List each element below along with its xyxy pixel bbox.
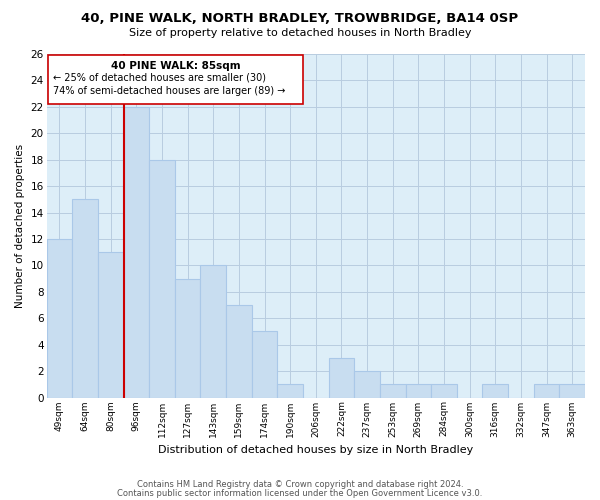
- Bar: [406, 384, 431, 398]
- Bar: [380, 384, 406, 398]
- Text: Size of property relative to detached houses in North Bradley: Size of property relative to detached ho…: [129, 28, 471, 38]
- Text: 40 PINE WALK: 85sqm: 40 PINE WALK: 85sqm: [110, 60, 240, 70]
- Y-axis label: Number of detached properties: Number of detached properties: [15, 144, 25, 308]
- Bar: [329, 358, 354, 398]
- Bar: [559, 384, 585, 398]
- Text: Contains public sector information licensed under the Open Government Licence v3: Contains public sector information licen…: [118, 488, 482, 498]
- Text: 74% of semi-detached houses are larger (89) →: 74% of semi-detached houses are larger (…: [53, 86, 286, 97]
- Bar: [482, 384, 508, 398]
- Bar: [534, 384, 559, 398]
- Bar: [277, 384, 303, 398]
- Text: 40, PINE WALK, NORTH BRADLEY, TROWBRIDGE, BA14 0SP: 40, PINE WALK, NORTH BRADLEY, TROWBRIDGE…: [82, 12, 518, 26]
- X-axis label: Distribution of detached houses by size in North Bradley: Distribution of detached houses by size …: [158, 445, 473, 455]
- Text: Contains HM Land Registry data © Crown copyright and database right 2024.: Contains HM Land Registry data © Crown c…: [137, 480, 463, 489]
- Text: ← 25% of detached houses are smaller (30): ← 25% of detached houses are smaller (30…: [53, 72, 266, 83]
- Bar: [200, 266, 226, 398]
- Bar: [175, 278, 200, 398]
- Bar: [124, 107, 149, 398]
- Bar: [251, 332, 277, 398]
- Bar: [149, 160, 175, 398]
- Bar: [47, 239, 72, 398]
- Bar: [98, 252, 124, 398]
- FancyBboxPatch shape: [48, 56, 303, 104]
- Bar: [354, 371, 380, 398]
- Bar: [226, 305, 251, 398]
- Bar: [431, 384, 457, 398]
- Bar: [72, 200, 98, 398]
